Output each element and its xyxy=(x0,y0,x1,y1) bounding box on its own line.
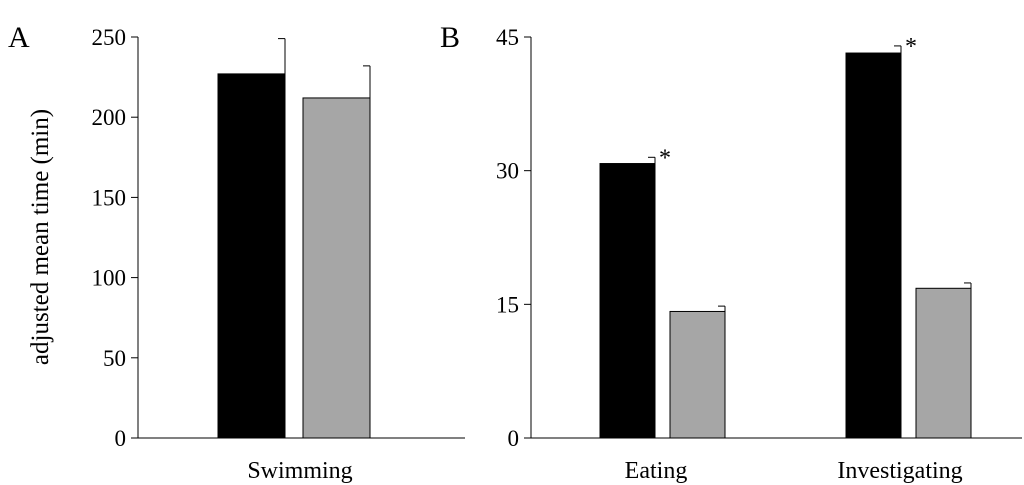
y-axis-title: adjusted mean time (min) xyxy=(27,109,54,365)
panel-label: B xyxy=(440,21,460,54)
x-category-label: Eating xyxy=(625,458,688,484)
significance-asterisk: * xyxy=(905,34,917,60)
panel-b-chart: B 0 15 30 45 Eating * Investigating * xyxy=(440,21,1022,484)
x-category-label: Investigating xyxy=(837,458,962,484)
y-tick-label: 150 xyxy=(92,185,127,210)
bar-eating-2 xyxy=(669,310,726,439)
y-tick-label: 250 xyxy=(92,25,127,50)
significance-asterisk: * xyxy=(659,145,671,171)
y-tick-label: 0 xyxy=(115,426,127,451)
bar-swimming-1 xyxy=(217,73,286,439)
panel-label: A xyxy=(8,21,30,54)
y-tick-label: 15 xyxy=(496,292,519,317)
y-tick-label: 45 xyxy=(496,25,519,50)
bar-swimming-2 xyxy=(302,97,371,439)
y-tick-label: 200 xyxy=(92,105,127,130)
y-tick-label: 50 xyxy=(103,346,126,371)
y-tick-label: 0 xyxy=(508,426,520,451)
bar-eating-1 xyxy=(599,163,656,439)
y-tick-label: 100 xyxy=(92,266,127,291)
y-tick-label: 30 xyxy=(496,159,519,184)
bar-investigating-1 xyxy=(845,52,902,439)
bar-investigating-2 xyxy=(915,287,972,439)
x-category-label: Swimming xyxy=(247,458,352,484)
